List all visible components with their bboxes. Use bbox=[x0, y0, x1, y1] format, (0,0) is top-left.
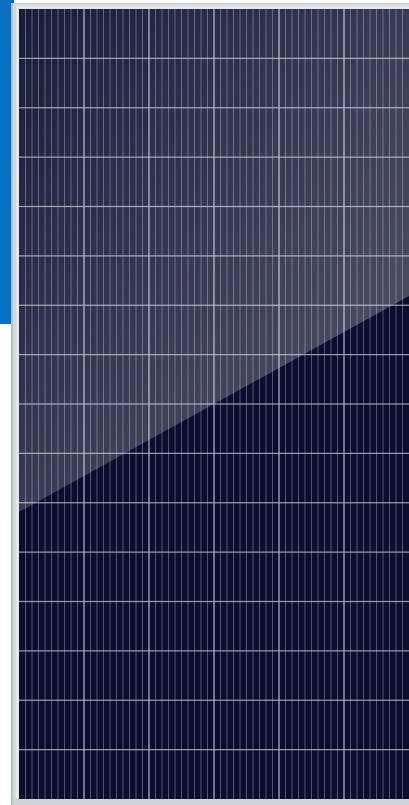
blue-accent-strip bbox=[0, 0, 14, 324]
glare-reflection bbox=[19, 9, 409, 512]
bottom-frame-edge bbox=[13, 799, 409, 805]
